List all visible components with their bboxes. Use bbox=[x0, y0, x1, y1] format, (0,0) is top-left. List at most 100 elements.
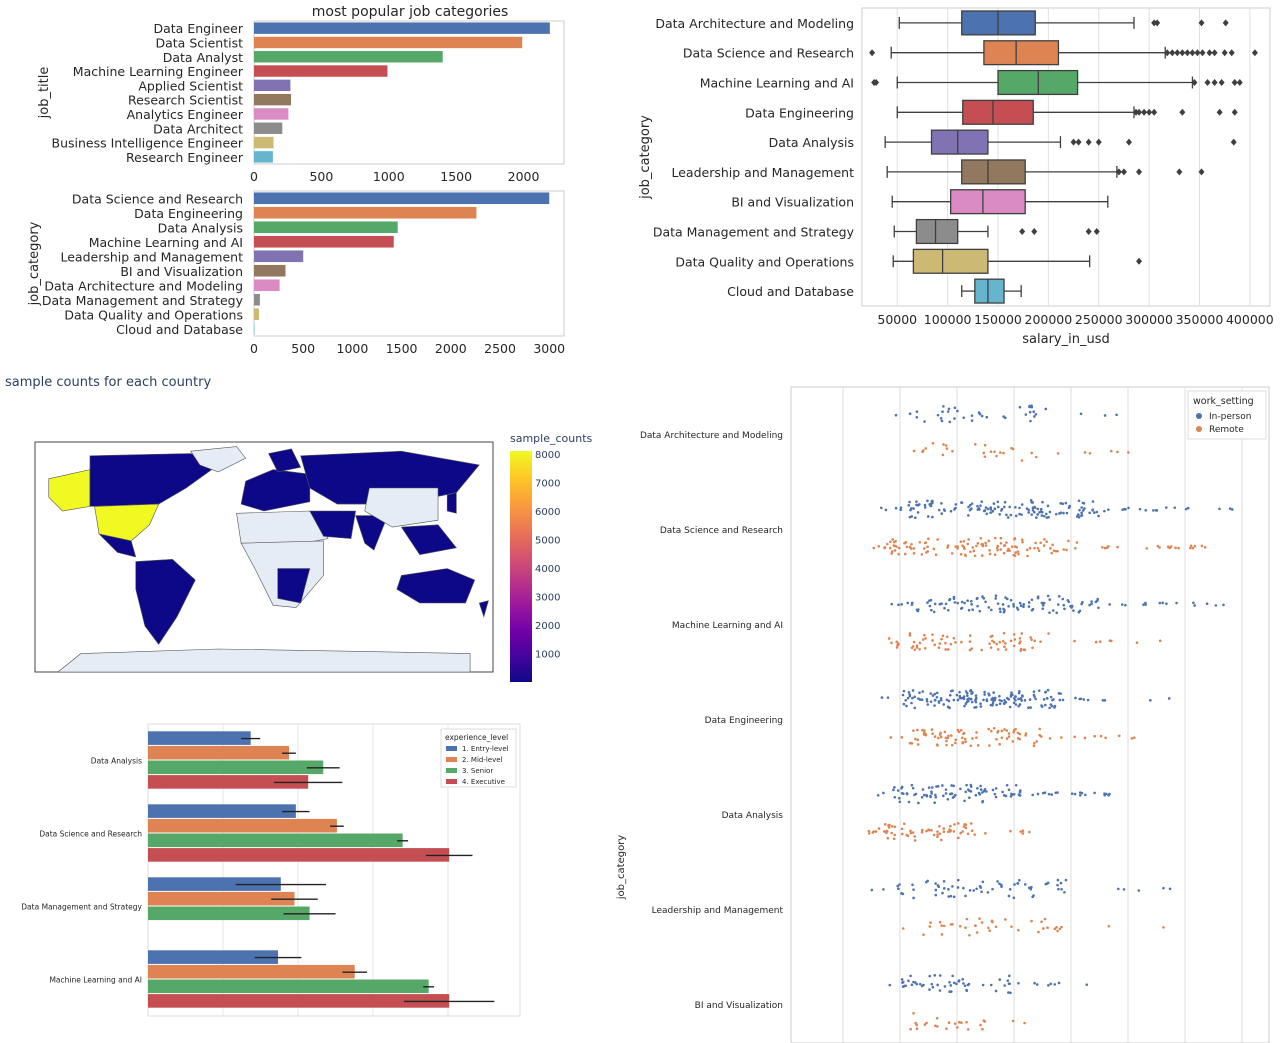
swarm-point bbox=[1039, 541, 1042, 545]
swarm-point bbox=[988, 929, 992, 933]
swarm-point bbox=[1008, 505, 1011, 509]
swarm-point bbox=[1049, 547, 1052, 550]
swarm-point bbox=[985, 512, 989, 516]
swarm-point bbox=[1228, 507, 1232, 510]
swarm-point bbox=[915, 416, 919, 419]
swarm-point bbox=[980, 500, 984, 503]
swarm-point bbox=[954, 641, 957, 644]
swarm-point bbox=[1142, 603, 1145, 606]
swarm-point bbox=[921, 728, 924, 732]
plot-frame bbox=[147, 723, 521, 1017]
swarm-point bbox=[951, 449, 954, 453]
swarm-point bbox=[1056, 549, 1059, 553]
swarm-point bbox=[896, 789, 900, 792]
outlier-point bbox=[1085, 228, 1092, 235]
outlier-point bbox=[1136, 108, 1143, 116]
swarm-point bbox=[956, 822, 960, 825]
swarm-point bbox=[1040, 514, 1044, 517]
swarm-point bbox=[904, 699, 908, 702]
swarm-point bbox=[928, 988, 931, 991]
swarm-point bbox=[1003, 984, 1006, 987]
swarm-point bbox=[940, 502, 943, 505]
swarm-point bbox=[1003, 500, 1007, 504]
swarm-point bbox=[945, 739, 948, 743]
legend-label: 4. Executive bbox=[462, 778, 505, 786]
swarm-point bbox=[877, 827, 881, 830]
outlier-point bbox=[1070, 138, 1077, 146]
swarm-point bbox=[1002, 610, 1006, 614]
swarm-point bbox=[959, 787, 962, 791]
swarm-point bbox=[944, 641, 947, 645]
swarm-point bbox=[1027, 511, 1030, 514]
swarm-point bbox=[1094, 600, 1098, 604]
bar bbox=[148, 906, 310, 921]
bar bbox=[148, 760, 324, 775]
swarm-point bbox=[992, 641, 996, 644]
swarm-point bbox=[1184, 507, 1188, 511]
swarm-point bbox=[1080, 511, 1083, 515]
swarm-point bbox=[937, 646, 941, 649]
swarm-point bbox=[1095, 510, 1099, 514]
swarm-point bbox=[1031, 646, 1034, 650]
swarm-point bbox=[942, 443, 945, 446]
swarm-point bbox=[916, 743, 920, 746]
x-tick-label: 0 bbox=[250, 169, 258, 184]
swarm-point bbox=[963, 553, 967, 557]
swarm-point bbox=[1214, 604, 1218, 607]
swarm-point bbox=[936, 983, 939, 987]
swarm-point bbox=[988, 549, 991, 552]
legend-marker bbox=[1196, 426, 1202, 432]
swarm-point bbox=[894, 413, 898, 417]
swarm-point bbox=[1082, 698, 1086, 701]
swarm-point bbox=[902, 689, 906, 693]
swarm-point bbox=[1046, 504, 1050, 508]
swarm-point bbox=[1064, 501, 1068, 505]
swarm-point bbox=[876, 793, 880, 797]
swarm-point bbox=[1055, 925, 1058, 929]
swarm-point bbox=[981, 554, 984, 557]
swarm-point bbox=[900, 827, 904, 831]
swarm-point bbox=[1070, 792, 1074, 795]
category-label: Cloud and Database bbox=[727, 284, 854, 299]
swarm-point bbox=[1038, 733, 1041, 737]
swarm-point bbox=[963, 984, 967, 988]
swarm-point bbox=[1037, 689, 1041, 692]
swarm-point bbox=[1025, 507, 1029, 510]
swarm-point bbox=[958, 694, 962, 698]
swarm-point bbox=[1031, 793, 1035, 797]
swarm-point bbox=[1045, 516, 1049, 519]
swarm-point bbox=[1023, 699, 1027, 702]
swarm-point bbox=[1020, 513, 1023, 516]
swarm-point bbox=[1058, 927, 1062, 931]
bar bbox=[254, 308, 259, 321]
outlier-point bbox=[1151, 19, 1158, 27]
swarm-point bbox=[885, 542, 889, 546]
swarm-point bbox=[956, 728, 960, 732]
swarm-point bbox=[885, 829, 889, 833]
swarm-point bbox=[1088, 603, 1091, 607]
swarm-point bbox=[956, 886, 960, 889]
category-label: Data Science and Research bbox=[660, 526, 783, 536]
outlier-point bbox=[1189, 49, 1196, 57]
swarm-point bbox=[976, 504, 979, 508]
swarm-point bbox=[1218, 507, 1221, 511]
swarm-point bbox=[956, 409, 959, 413]
swarm-point bbox=[940, 419, 944, 423]
swarm-point bbox=[1002, 544, 1006, 547]
swarm-point bbox=[931, 694, 935, 697]
swarm-point bbox=[1017, 981, 1020, 985]
category-label: Data Architecture and Modeling bbox=[640, 431, 783, 441]
swarm-point bbox=[962, 732, 965, 736]
swarm-point bbox=[1030, 609, 1034, 612]
swarm-point bbox=[959, 540, 963, 544]
swarm-point bbox=[893, 544, 896, 548]
swarm-point bbox=[889, 540, 892, 544]
swarm-point bbox=[993, 696, 997, 700]
swarm-point bbox=[1030, 451, 1034, 455]
swarm-point bbox=[1165, 602, 1168, 605]
swarm-point bbox=[953, 601, 957, 604]
y-axis-label: job_category bbox=[27, 221, 42, 306]
swarm-point bbox=[1021, 829, 1025, 832]
swarm-point bbox=[892, 837, 896, 841]
swarm-point bbox=[1022, 605, 1025, 609]
